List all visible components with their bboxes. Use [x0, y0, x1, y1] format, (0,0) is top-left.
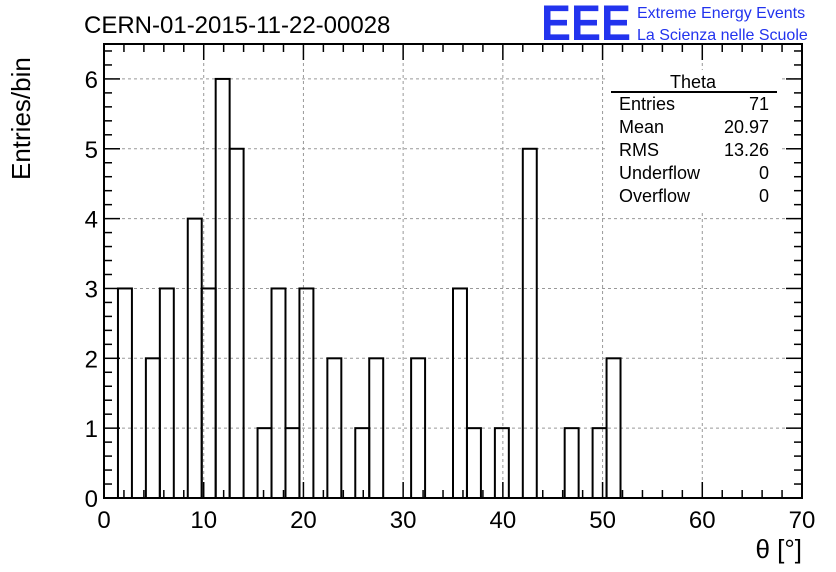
stats-row-value: 0	[759, 163, 769, 183]
x-axis-title: θ [°]	[755, 534, 802, 564]
axes: 0 10 20 30 40 50 60 70 0 1 2 3 4 5 6	[85, 43, 816, 534]
histogram-bar	[452, 287, 468, 500]
stats-row-label: Underflow	[619, 163, 701, 183]
histogram-bar	[521, 147, 538, 499]
stats-box-background	[608, 70, 780, 210]
y-tick-label: 0	[85, 486, 98, 513]
histogram-bar	[214, 77, 231, 500]
y-tick-label: 1	[85, 416, 98, 443]
stats-row-label: Entries	[619, 94, 675, 114]
chart-title: CERN-01-2015-11-22-00028	[84, 12, 390, 39]
x-tick-label: 40	[490, 507, 517, 534]
stats-box: Theta Entries 71 Mean 20.97 RMS 13.26 Underflo…	[608, 70, 780, 210]
histogram-bar	[256, 427, 273, 499]
y-axis-title: Entries/bin	[6, 57, 36, 180]
y-tick-label: 4	[85, 207, 98, 234]
histogram-bar	[228, 147, 245, 499]
histogram-bar	[354, 427, 371, 499]
histogram-bar	[270, 287, 287, 500]
stats-row-value: 0	[759, 186, 769, 206]
stats-title: Theta	[670, 72, 717, 92]
histogram-bar	[298, 287, 315, 500]
y-tick-label: 2	[85, 346, 98, 373]
stats-rows: Entries 71 Mean 20.97 RMS 13.26 Underflow 0 Over…	[619, 94, 769, 206]
eee-logo-mark: EEE	[541, 0, 631, 51]
histogram-bar	[158, 287, 175, 500]
y-tick-label: 6	[85, 67, 98, 94]
histogram-bar	[563, 427, 580, 499]
x-tick-label: 50	[589, 507, 616, 534]
histogram-bar	[591, 427, 608, 499]
stats-row-value: 71	[749, 94, 769, 114]
histogram-bar	[116, 287, 133, 500]
x-tick-label: 70	[789, 507, 816, 534]
stats-row-label: Overflow	[619, 186, 691, 206]
x-tick-label: 10	[190, 507, 217, 534]
stats-row-value: 20.97	[724, 117, 769, 137]
stats-row-label: RMS	[619, 140, 659, 160]
x-tick-label: 0	[97, 507, 110, 534]
y-tick-label: 3	[85, 276, 98, 303]
x-tick-label: 30	[390, 507, 417, 534]
eee-logo-line2: La Scienza nelle Scuole	[637, 27, 808, 44]
stats-row-value: 13.26	[724, 140, 769, 160]
histogram-bar	[284, 427, 301, 499]
plot-frame	[103, 43, 803, 499]
stats-row-label: Mean	[619, 117, 664, 137]
histogram-bar	[465, 427, 482, 499]
eee-logo-line1: Extreme Energy Events	[637, 5, 805, 22]
histogram-bar	[493, 427, 510, 499]
x-tick-label: 20	[290, 507, 317, 534]
y-tick-label: 5	[85, 137, 98, 164]
x-tick-label: 60	[689, 507, 716, 534]
histogram-bars	[116, 77, 622, 500]
